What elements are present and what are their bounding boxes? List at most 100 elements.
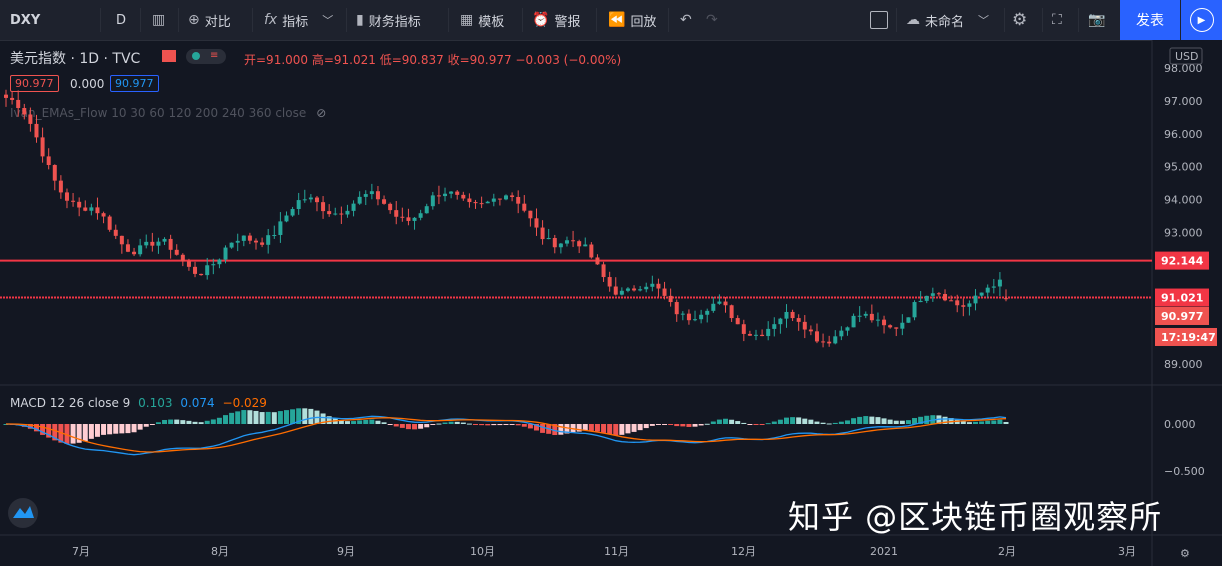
macd-histogram-bar bbox=[851, 418, 857, 424]
macd-histogram-bar bbox=[58, 424, 64, 443]
candle bbox=[510, 195, 515, 197]
ask-badge[interactable]: 90.977 bbox=[110, 75, 159, 92]
currency-label: USD bbox=[1175, 50, 1199, 63]
bid-badge[interactable]: 90.977 bbox=[10, 75, 59, 92]
financials-button[interactable]: ▮ 财务指标 bbox=[356, 0, 421, 40]
macd-histogram-bar bbox=[704, 423, 710, 425]
candle bbox=[235, 240, 240, 243]
macd-histogram-bar bbox=[308, 408, 314, 424]
replay-button[interactable]: ⏪ 回放 bbox=[608, 0, 656, 40]
macd-histogram-bar bbox=[338, 420, 344, 424]
layout-name-button[interactable]: ☁ 未命名 ﹀ bbox=[906, 0, 994, 40]
play-button[interactable]: ▶ bbox=[1181, 0, 1222, 40]
macd-histogram-bar bbox=[381, 422, 387, 424]
symbol-search[interactable]: DXY bbox=[10, 12, 41, 28]
macd-legend: MACD 12 26 close 9 0.103 0.074 −0.029 bbox=[10, 396, 267, 410]
macd-histogram-bar bbox=[588, 424, 594, 431]
macd-histogram-bar bbox=[808, 419, 814, 424]
alert-button[interactable]: ⏰ 警报 bbox=[532, 0, 580, 40]
redo-button[interactable]: ↷ bbox=[706, 0, 723, 40]
alert-label: 警报 bbox=[554, 14, 581, 30]
candle bbox=[217, 259, 222, 265]
candle bbox=[193, 266, 198, 274]
publish-button[interactable]: 发表 bbox=[1120, 0, 1180, 40]
macd-histogram-bar bbox=[436, 423, 442, 425]
market-status-toggle[interactable]: ≡ bbox=[186, 49, 226, 64]
candle-style-button[interactable]: ▥ bbox=[152, 0, 170, 40]
financials-label: 财务指标 bbox=[368, 14, 421, 30]
macd-histogram-bar bbox=[985, 420, 991, 424]
candle bbox=[680, 313, 685, 315]
macd-histogram-bar bbox=[649, 424, 655, 426]
price-marker bbox=[1155, 288, 1209, 307]
macd-histogram-bar bbox=[168, 419, 174, 424]
macd-histogram-bar bbox=[942, 416, 948, 424]
compare-label: 对比 bbox=[204, 14, 231, 30]
macd-histogram-bar bbox=[540, 424, 546, 433]
macd-histogram-bar bbox=[137, 424, 143, 430]
macd-histogram-bar bbox=[527, 424, 533, 429]
divider bbox=[668, 8, 669, 32]
settings-button[interactable]: ⚙ bbox=[1012, 0, 1032, 40]
macd-histogram-bar bbox=[686, 424, 692, 427]
candle bbox=[754, 334, 758, 336]
divider bbox=[1042, 8, 1043, 32]
candle bbox=[693, 319, 698, 321]
divider bbox=[178, 8, 179, 32]
candle bbox=[912, 302, 917, 318]
macd-line-value: 0.074 bbox=[180, 396, 215, 410]
macd-histogram-bar bbox=[564, 424, 570, 434]
macd-histogram-bar bbox=[777, 419, 783, 424]
candle bbox=[83, 207, 88, 211]
interval-button[interactable]: D bbox=[116, 12, 127, 28]
eye-off-icon[interactable]: ⊘ bbox=[316, 106, 327, 120]
candle bbox=[546, 237, 551, 240]
expand-button[interactable]: ⛶ bbox=[1052, 0, 1067, 40]
publish-label: 发表 bbox=[1136, 13, 1164, 29]
price-marker bbox=[1155, 251, 1209, 270]
top-toolbar: DXY D ▥ ⊕ 对比 fx 指标 ﹀ ▮ 财务指标 ▦ 模板 ⏰ 警报 ⏪ 回放 ↶ ↷ … bbox=[0, 0, 1222, 41]
candle bbox=[424, 206, 429, 214]
candle bbox=[668, 295, 673, 303]
templates-button[interactable]: ▦ 模板 bbox=[460, 0, 504, 40]
candle bbox=[760, 334, 765, 337]
macd-histogram-bar bbox=[905, 420, 911, 424]
candle bbox=[357, 196, 362, 204]
compare-button[interactable]: ⊕ 对比 bbox=[188, 0, 231, 40]
macd-histogram-bar bbox=[966, 422, 972, 424]
candle bbox=[784, 311, 789, 319]
macd-histogram-bar bbox=[412, 424, 418, 430]
macd-histogram-bar bbox=[326, 416, 332, 424]
macd-histogram-bar bbox=[723, 418, 729, 424]
macd-histogram-bar bbox=[844, 420, 850, 424]
macd-histogram-bar bbox=[594, 424, 600, 432]
chart-title: 美元指数 · 1D · TVC bbox=[10, 51, 141, 67]
macd-histogram-bar bbox=[424, 424, 430, 428]
macd-histogram-bar bbox=[710, 421, 716, 424]
candle bbox=[144, 241, 149, 246]
macd-histogram-bar bbox=[235, 411, 241, 424]
macd-tick-label: −0.500 bbox=[1164, 465, 1205, 478]
macd-histogram-bar bbox=[509, 424, 515, 425]
flag-icon[interactable] bbox=[162, 50, 176, 62]
candle bbox=[394, 210, 399, 217]
price-chart[interactable]: 98.000 97.000 96.000 95.000 94.000 93.000 89.0… bbox=[0, 40, 1222, 566]
undo-button[interactable]: ↶ bbox=[680, 0, 697, 40]
price-marker-label: 17:19:47 bbox=[1161, 331, 1216, 344]
candle bbox=[766, 328, 771, 337]
macd-histogram-bar bbox=[155, 422, 161, 424]
fx-icon: fx bbox=[264, 12, 278, 28]
candle bbox=[168, 238, 173, 250]
candle bbox=[961, 305, 966, 307]
macd-histogram-bar bbox=[113, 424, 119, 434]
macd-histogram-bar bbox=[131, 424, 137, 433]
macd-histogram-bar bbox=[637, 424, 643, 431]
macd-histogram-bar bbox=[790, 417, 796, 424]
price-tick-label: 98.000 bbox=[1164, 62, 1203, 75]
candle bbox=[516, 196, 521, 204]
indicators-button[interactable]: fx 指标 ﹀ bbox=[264, 0, 338, 40]
candle bbox=[595, 257, 600, 265]
fullscreen-toggle[interactable] bbox=[870, 0, 888, 40]
macd-histogram-bar bbox=[454, 421, 460, 424]
snapshot-button[interactable]: 📷 bbox=[1088, 0, 1110, 40]
